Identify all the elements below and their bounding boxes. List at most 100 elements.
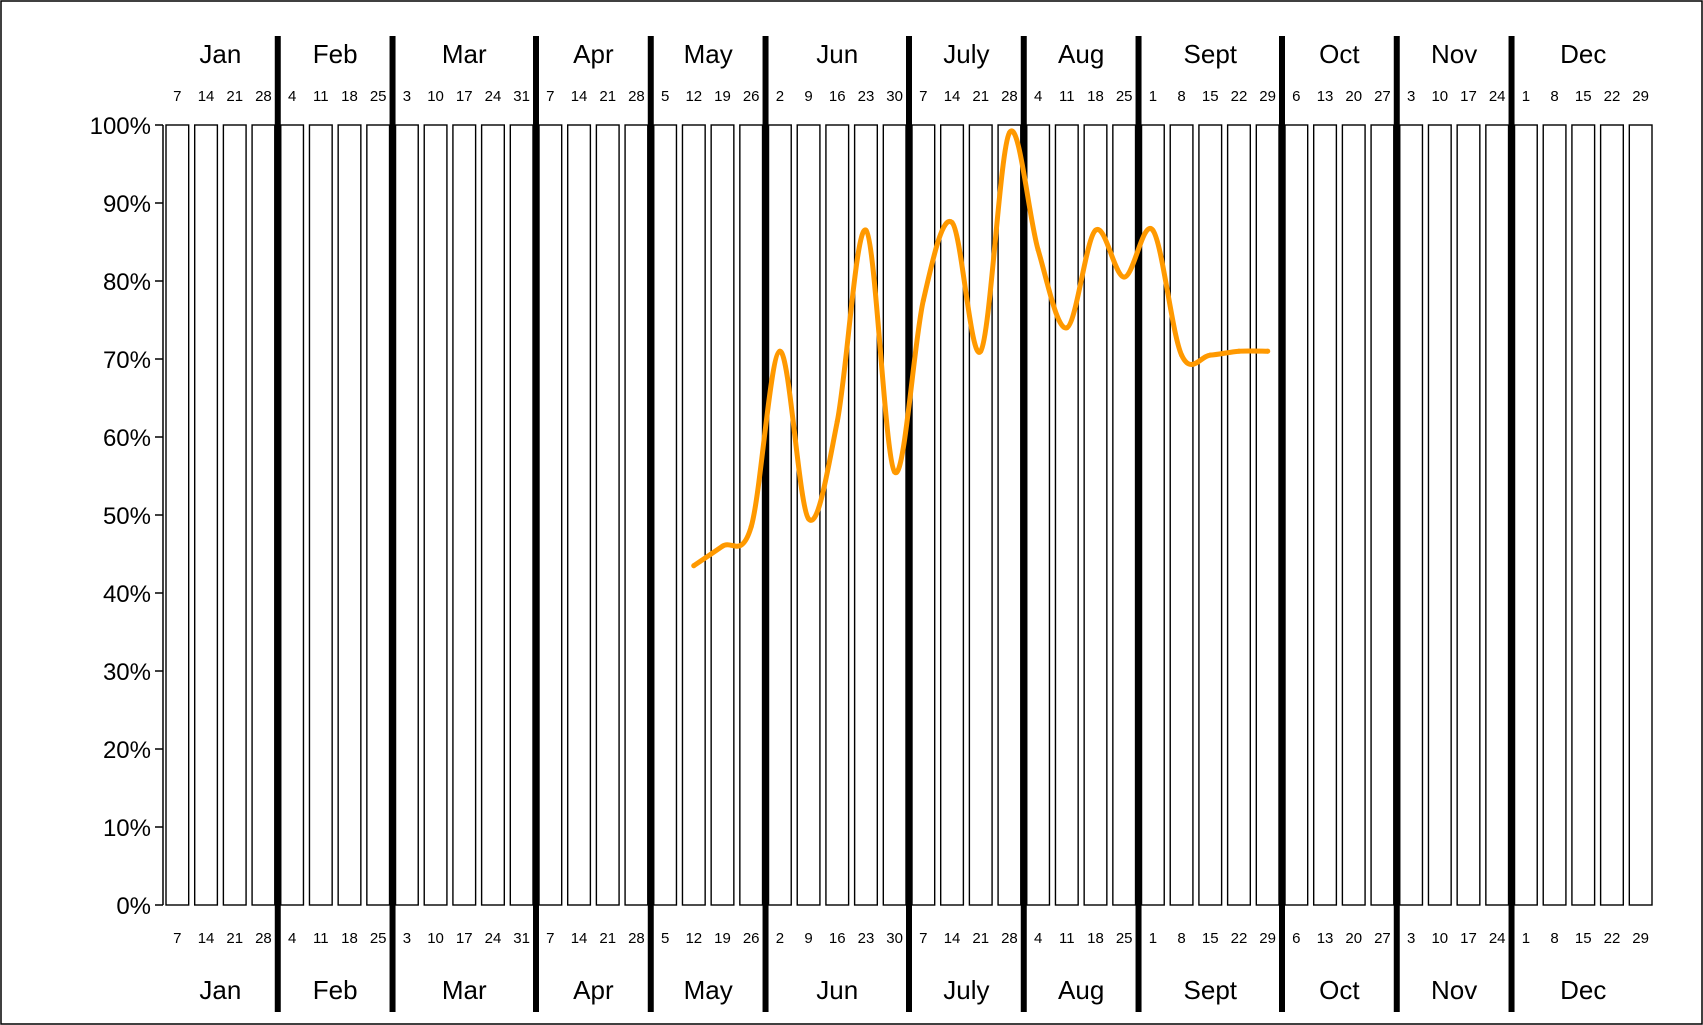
week-column (337, 124, 362, 906)
week-label-top: 30 (886, 88, 903, 105)
week-column (1341, 124, 1366, 906)
month-label-top: Apr (573, 39, 614, 69)
week-label-top: 21 (972, 88, 989, 105)
data-point (863, 227, 869, 233)
data-point (777, 348, 783, 354)
y-axis: 0% 10% 20% 30% 40% 50% 60% 70% 80% 90% 100% (90, 113, 164, 920)
week-label-top: 7 (919, 88, 927, 105)
week-label-top: 18 (341, 88, 358, 105)
week-label-top: 12 (685, 88, 702, 105)
week-label-top: 14 (571, 88, 588, 105)
y-tick-label: 40% (103, 581, 151, 608)
data-point (834, 418, 840, 424)
data-point (691, 563, 697, 569)
y-tick-label: 70% (103, 347, 151, 374)
week-column (653, 124, 678, 906)
week-label-bottom: 7 (919, 930, 927, 947)
week-label-top: 11 (1059, 88, 1075, 105)
month-label-top: May (684, 39, 733, 69)
week-label-top: 28 (1001, 88, 1018, 105)
data-point (920, 298, 926, 303)
week-label-top: 2 (776, 88, 784, 105)
data-point (949, 220, 955, 225)
week-label-bottom: 18 (341, 930, 358, 947)
month-label-bottom: Feb (313, 975, 358, 1005)
week-column (968, 124, 993, 906)
week-column (739, 124, 764, 906)
week-label-top: 17 (456, 88, 473, 105)
week-label-top: 7 (546, 88, 554, 105)
week-column (1599, 124, 1625, 906)
week-column (1169, 124, 1194, 906)
month-label-bottom: Jan (199, 975, 241, 1005)
week-column (1513, 124, 1538, 906)
week-label-top: 14 (944, 88, 961, 105)
week-label-bottom: 8 (1550, 930, 1558, 947)
data-point (1093, 227, 1098, 233)
data-point (1265, 348, 1271, 354)
y-tick-label: 50% (103, 503, 151, 530)
week-label-top: 19 (714, 88, 731, 105)
week-label-top: 1 (1149, 88, 1157, 105)
week-label-bottom: 1 (1522, 930, 1530, 947)
week-label-top: 28 (628, 88, 645, 105)
week-column (193, 124, 219, 906)
week-column (767, 124, 792, 906)
week-label-bottom: 11 (313, 930, 329, 947)
y-tick-label: 100% (90, 113, 151, 140)
week-column (1312, 124, 1338, 906)
week-column (853, 124, 879, 906)
week-column (566, 124, 592, 906)
week-label-top: 10 (427, 88, 444, 105)
week-label-top: 4 (1034, 88, 1042, 105)
week-label-top: 22 (1231, 88, 1248, 105)
week-label-bottom: 15 (1202, 930, 1219, 947)
week-column (509, 124, 534, 906)
data-point (978, 348, 984, 354)
month-label-top: Jun (816, 39, 858, 69)
week-label-bottom: 4 (1034, 930, 1042, 947)
y-tick-label: 20% (103, 737, 151, 764)
month-label-bottom: May (684, 975, 733, 1005)
week-column (939, 124, 965, 906)
week-column (911, 124, 936, 906)
week-label-bottom: 16 (829, 930, 846, 947)
week-label-top: 23 (858, 88, 875, 105)
week-column (882, 124, 907, 906)
month-label-bottom: Oct (1319, 975, 1360, 1005)
week-column (825, 124, 850, 906)
week-columns (165, 124, 1653, 906)
y-tick-label: 0% (116, 893, 151, 920)
week-column (1112, 124, 1137, 906)
week-label-top: 15 (1575, 88, 1592, 105)
week-label-top: 28 (255, 88, 272, 105)
week-label-bottom: 25 (370, 930, 387, 947)
data-point (806, 516, 812, 522)
week-label-bottom: 17 (1460, 930, 1477, 947)
week-label-top: 26 (743, 88, 760, 105)
week-label-top: 10 (1431, 88, 1448, 105)
week-column (1399, 124, 1424, 906)
week-label-bottom: 27 (1374, 930, 1391, 947)
month-label-top: Feb (313, 39, 358, 69)
week-label-bottom: 24 (1489, 930, 1506, 947)
week-label-top: 1 (1522, 88, 1530, 105)
month-label-top: Dec (1560, 39, 1606, 69)
week-label-top: 11 (313, 88, 329, 105)
week-column (222, 124, 247, 906)
week-label-bottom: 29 (1259, 930, 1276, 947)
week-label-top: 5 (661, 88, 669, 105)
week-label-top: 31 (513, 88, 530, 105)
y-tick-label: 90% (103, 191, 151, 218)
data-point (1150, 227, 1156, 233)
data-point (892, 469, 898, 475)
week-column (251, 124, 276, 906)
week-label-top: 6 (1292, 88, 1300, 105)
week-label-bottom: 4 (288, 930, 296, 947)
data-point (1207, 352, 1213, 358)
week-label-bottom: 10 (1431, 930, 1448, 947)
week-label-bottom: 10 (427, 930, 444, 947)
month-label-bottom: Aug (1058, 975, 1104, 1005)
month-label-top: Mar (442, 39, 487, 69)
month-label-top: Jan (199, 39, 241, 69)
